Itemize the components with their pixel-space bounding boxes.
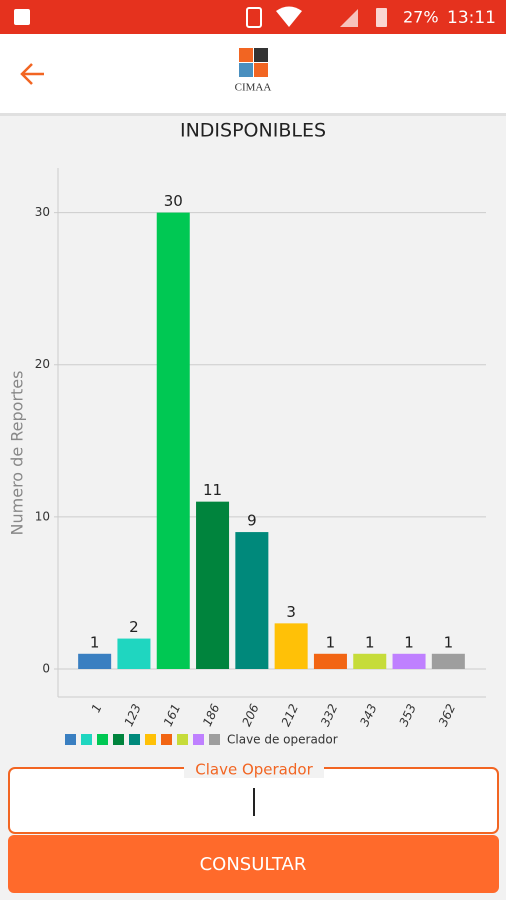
button-label: CONSULTAR <box>200 854 307 875</box>
x-tick-label: 1 <box>89 702 105 715</box>
value-label: 1 <box>444 633 454 651</box>
value-label: 1 <box>365 633 375 651</box>
clock: 13:11 <box>447 8 496 28</box>
bar <box>117 638 151 669</box>
value-label: 3 <box>286 603 296 621</box>
value-label: 9 <box>247 512 257 530</box>
logo-text: CIMAA <box>235 82 272 94</box>
consult-button[interactable] <box>8 835 499 893</box>
x-tick-label: 362 <box>436 702 458 729</box>
legend-swatch <box>177 734 188 745</box>
legend-swatch <box>209 734 220 745</box>
bar <box>235 532 269 669</box>
back-button[interactable] <box>20 63 44 85</box>
x-tick-label: 212 <box>279 702 301 729</box>
legend-swatch <box>65 734 76 745</box>
legend-swatch <box>193 734 204 745</box>
legend-swatch <box>97 734 108 745</box>
x-tick-label: 123 <box>121 702 143 729</box>
input-label: Clave Operador <box>195 761 313 779</box>
y-tick-label: 10 <box>35 509 50 523</box>
legend-swatch <box>81 734 92 745</box>
y-tick-label: 0 <box>42 662 50 676</box>
battery-text: 27% <box>403 8 439 27</box>
x-tick-label: 161 <box>161 702 183 729</box>
value-label: 1 <box>90 633 100 651</box>
input-label-bg <box>184 760 324 778</box>
y-tick-label: 30 <box>35 205 50 219</box>
app-bar-shadow <box>0 113 506 116</box>
legend-swatch <box>129 734 140 745</box>
bar <box>78 653 112 669</box>
x-tick-label: 353 <box>397 702 419 729</box>
value-label: 30 <box>164 192 183 210</box>
vibrate-icon <box>246 7 262 28</box>
bar <box>392 653 426 669</box>
value-label: 1 <box>404 633 414 651</box>
bar <box>431 653 465 669</box>
bar <box>196 501 230 669</box>
value-label: 11 <box>203 481 222 499</box>
logo <box>239 48 268 77</box>
x-tick-label: 343 <box>357 702 379 729</box>
bar <box>353 653 387 669</box>
y-tick-label: 20 <box>35 357 50 371</box>
x-tick-label: 206 <box>239 702 262 729</box>
legend-label: Clave de operador <box>227 733 338 747</box>
y-axis-label: Numero de Reportes <box>8 371 27 536</box>
status-bar <box>0 0 506 34</box>
bar <box>156 212 190 669</box>
bar <box>313 653 347 669</box>
notification-icon <box>14 9 30 25</box>
legend-swatch <box>145 734 156 745</box>
x-tick-label: 186 <box>200 702 223 729</box>
legend-swatch <box>113 734 124 745</box>
signal-icon <box>340 9 358 27</box>
x-tick-label: 332 <box>318 702 340 729</box>
value-label: 2 <box>129 618 139 636</box>
bar <box>274 623 308 669</box>
legend-swatch <box>161 734 172 745</box>
chart-title: INDISPONIBLES <box>180 120 326 142</box>
value-label: 1 <box>326 633 336 651</box>
wifi-icon <box>276 6 302 27</box>
battery-icon <box>376 8 387 27</box>
